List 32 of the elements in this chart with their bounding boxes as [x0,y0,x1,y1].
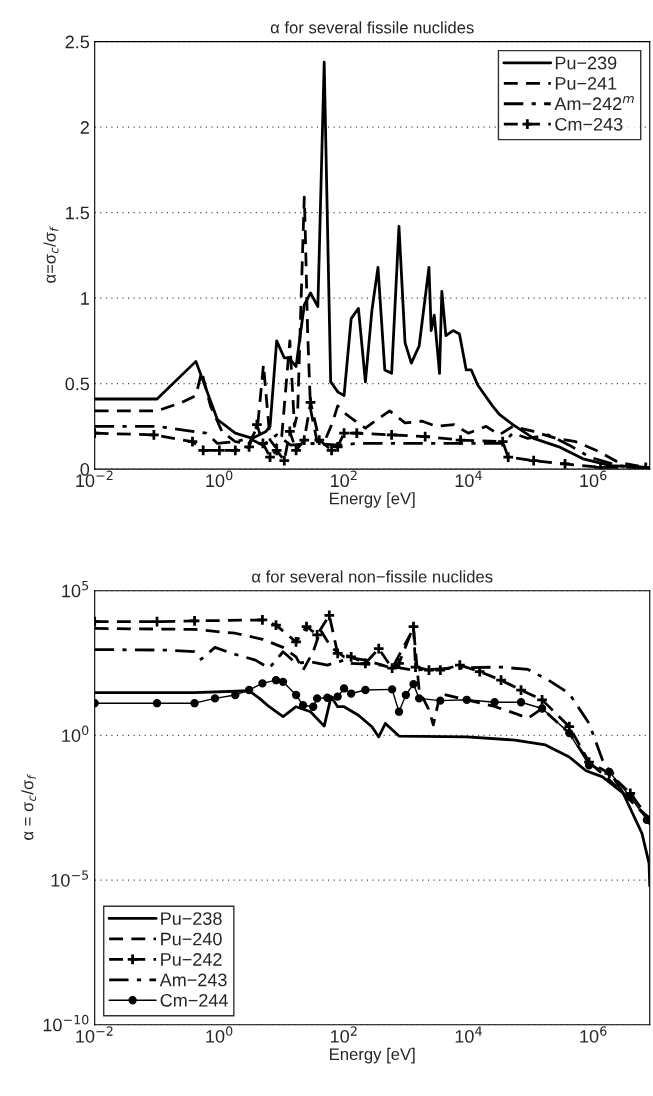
legend-label: Pu−239 [555,56,617,70]
x-axis-title: Energy [eV] [330,1047,415,1064]
x-tick-label: 10$^{6}$ [580,1026,607,1043]
y-tick-label: 10$^{−5}$ [51,870,89,887]
x-tick-label: 10$^{0}$ [206,470,233,488]
legend-label: Pu−238 [161,912,222,925]
y-tick-label: 10$^{5}$ [62,581,89,598]
y-axis-title: α = σ$_{c}$/σ$_{f}$ [21,773,37,840]
legend-label: Pu−241 [555,77,617,90]
chart-title: α for several fissile nuclides [270,21,474,34]
legend-label: Am−243 [159,973,227,987]
y-tick-label: 0.5 [65,377,90,391]
x-axis-title: Energy [eV] [330,492,415,508]
legend-label: Cm−243 [555,117,623,131]
x-tick-label: 10$^{2}$ [330,1026,357,1043]
y-tick-label: 2.5 [65,35,90,49]
x-tick-label: 10$^{6}$ [580,470,607,488]
y-tick-label: 1 [81,292,89,305]
y-tick-label: 1.5 [66,206,90,220]
legend-label: Pu−242 [161,953,222,966]
legend-label: Cm−244 [160,993,228,1007]
legend-label: Pu−240 [161,932,222,946]
y-tick-label: 2 [80,121,89,134]
chart-title: α for several non−fissile nuclides [252,570,493,583]
y-axis-title: α=σ$_{c}$/σ$_{f}$ [43,226,59,283]
legend-label: Am−242$^{m}$ [554,95,634,110]
x-tick-label: 10$^{2}$ [330,470,357,488]
x-tick-label: 10$^{0}$ [206,1026,233,1043]
x-tick-label: 10$^{−2}$ [76,1026,113,1043]
y-tick-label: 10$^{0}$ [62,725,89,742]
x-tick-label: 10$^{4}$ [455,470,482,488]
x-tick-label: 10$^{4}$ [455,1026,482,1043]
